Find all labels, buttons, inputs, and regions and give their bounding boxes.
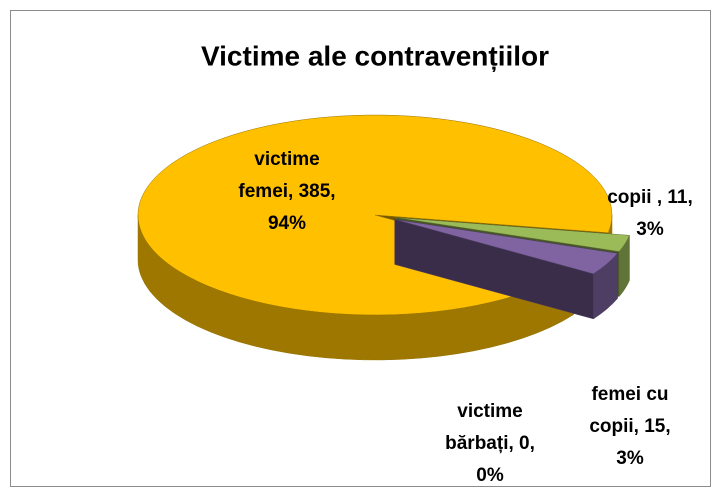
- data-label: victime: [254, 149, 319, 170]
- slice-top: [394, 219, 619, 275]
- data-label: femei cu: [591, 384, 668, 405]
- data-label: femei, 385,: [238, 181, 335, 202]
- data-label: copii , 11,: [607, 187, 693, 208]
- slice: [394, 219, 619, 320]
- slice-top: [396, 217, 630, 252]
- data-label: 3%: [616, 448, 644, 469]
- data-label: 0%: [476, 465, 504, 486]
- data-label: 3%: [636, 219, 664, 240]
- data-label: bărbați, 0,: [445, 433, 535, 454]
- chart-title: Victime ale contravențiilor: [201, 40, 549, 71]
- data-label: 94%: [268, 213, 306, 234]
- data-label: copii, 15,: [589, 416, 670, 437]
- data-label: victime: [457, 401, 522, 422]
